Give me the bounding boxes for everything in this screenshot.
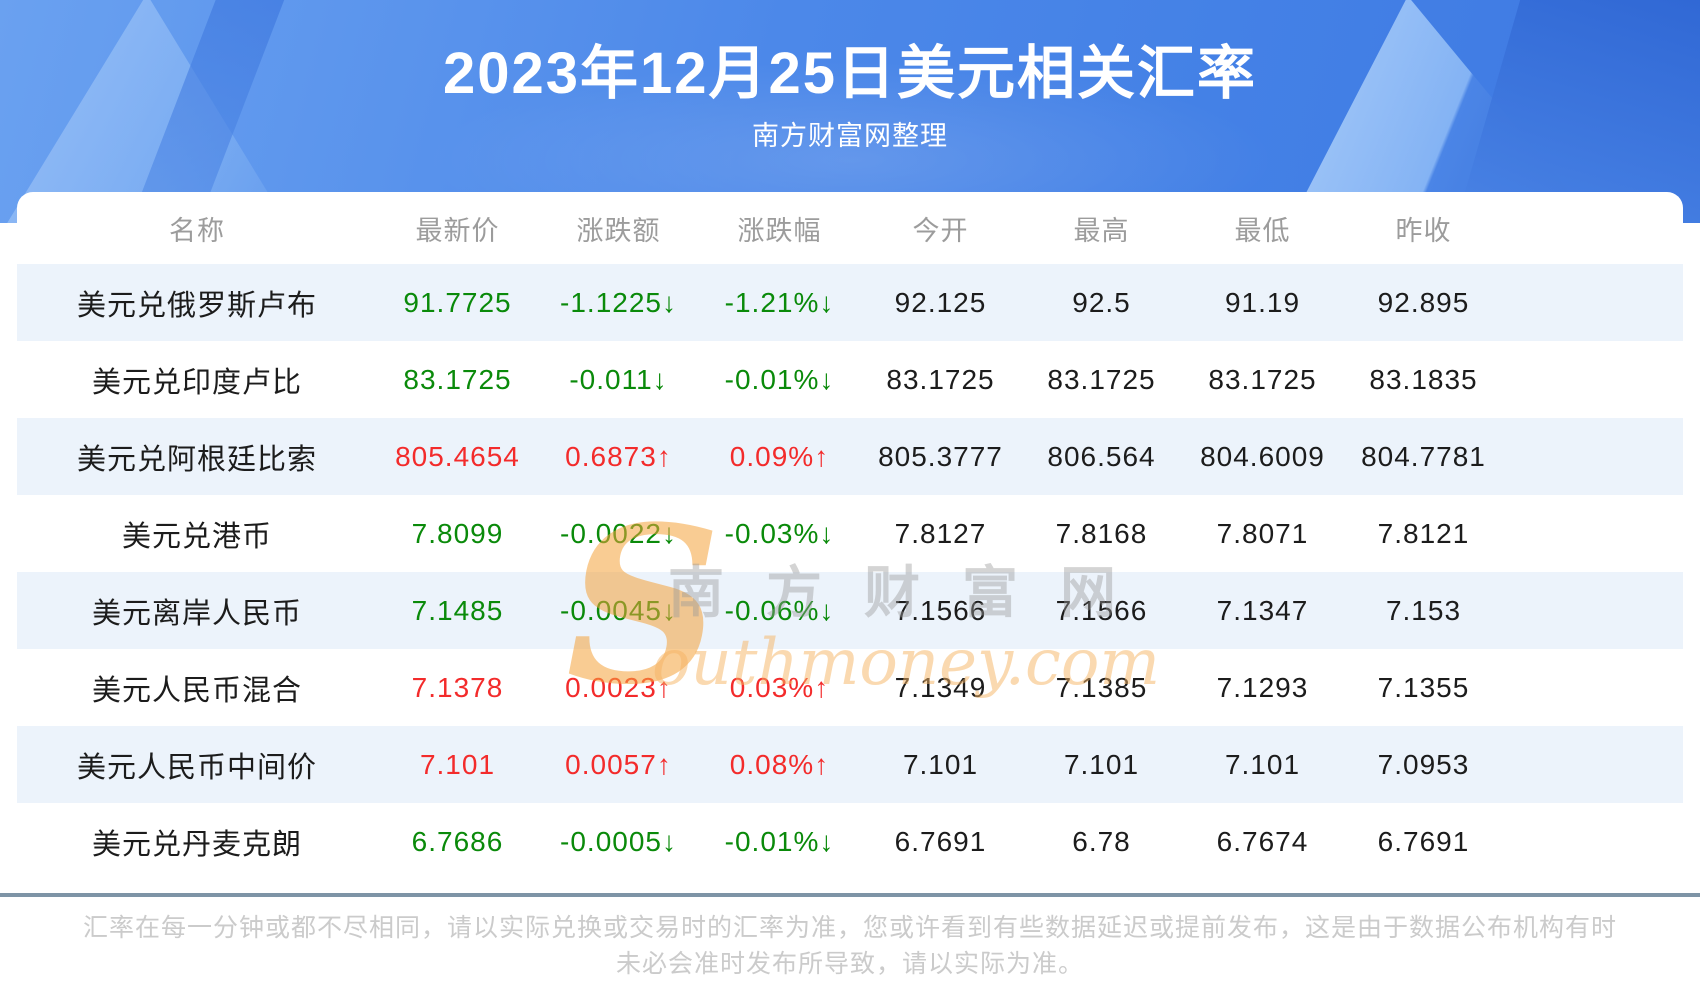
cell-name: 美元人民币中间价 [76, 751, 317, 784]
table-row: 美元兑俄罗斯卢布 91.7725 -1.1225↓ -1.21%↓ 92.125… [17, 264, 1683, 341]
cell-low: 804.6009 [1200, 440, 1325, 472]
cell-change: 0.0057↑ [565, 748, 672, 780]
cell-high: 7.8168 [1055, 517, 1148, 549]
cell-prev-close: 7.1355 [1377, 671, 1470, 703]
cell-high: 7.101 [1063, 748, 1140, 780]
cell-change: 0.0023↑ [565, 671, 672, 703]
table-row: 美元兑阿根廷比索 805.4654 0.6873↑ 0.09%↑ 805.377… [17, 418, 1683, 495]
cell-low: 7.101 [1224, 748, 1301, 780]
cell-name: 美元兑港币 [121, 520, 272, 553]
cell-open: 6.7691 [894, 825, 987, 857]
cell-prev-close: 83.1835 [1369, 363, 1478, 395]
cell-prev-close: 7.0953 [1377, 748, 1470, 780]
cell-name: 美元离岸人民币 [91, 597, 302, 630]
rates-table-card: 名称 最新价 涨跌额 涨跌幅 今开 最高 最低 昨收 美元兑俄罗斯卢布 91.7… [17, 192, 1683, 880]
cell-high: 7.1566 [1055, 594, 1148, 626]
cell-change-pct: -0.03%↓ [724, 517, 835, 549]
col-header-high: 最高 [1073, 215, 1130, 246]
cell-prev-close: 7.8121 [1377, 517, 1470, 549]
cell-latest: 805.4654 [395, 440, 520, 472]
cell-latest: 7.1485 [411, 594, 504, 626]
col-header-low: 最低 [1234, 215, 1291, 246]
cell-change: 0.6873↑ [565, 440, 672, 472]
table-row: 美元人民币混合 7.1378 0.0023↑ 0.03%↑ 7.1349 7.1… [17, 649, 1683, 726]
cell-high: 806.564 [1047, 440, 1156, 472]
cell-change-pct: -0.06%↓ [724, 594, 835, 626]
cell-name: 美元人民币混合 [91, 674, 302, 707]
cell-low: 91.19 [1224, 286, 1301, 318]
cell-low: 7.8071 [1216, 517, 1309, 549]
cell-change-pct: 0.09%↑ [729, 440, 830, 472]
disclaimer-text: 汇率在每一分钟或都不尽相同，请以实际兑换或交易时的汇率为准，您或许看到有些数据延… [82, 914, 1617, 978]
cell-prev-close: 804.7781 [1361, 440, 1486, 472]
cell-change-pct: -1.21%↓ [724, 286, 835, 318]
cell-latest: 7.1378 [411, 671, 504, 703]
table-header-row: 名称 最新价 涨跌额 涨跌幅 今开 最高 最低 昨收 [17, 192, 1683, 264]
cell-prev-close: 92.895 [1377, 286, 1470, 318]
page-title: 2023年12月25日美元相关汇率 [442, 41, 1258, 106]
col-header-change: 涨跌额 [576, 215, 661, 246]
cell-name: 美元兑丹麦克朗 [91, 828, 302, 861]
cell-latest: 83.1725 [403, 363, 512, 395]
col-header-prev-close: 昨收 [1395, 215, 1452, 246]
table-row: 美元人民币中间价 7.101 0.0057↑ 0.08%↑ 7.101 7.10… [17, 726, 1683, 803]
cell-name: 美元兑印度卢比 [91, 366, 302, 399]
table-row: 美元离岸人民币 7.1485 -0.0045↓ -0.06%↓ 7.1566 7… [17, 572, 1683, 649]
cell-change-pct: -0.01%↓ [724, 825, 835, 857]
cell-prev-close: 6.7691 [1377, 825, 1470, 857]
cell-open: 83.1725 [886, 363, 995, 395]
cell-low: 7.1347 [1216, 594, 1309, 626]
cell-high: 92.5 [1072, 286, 1131, 318]
cell-prev-close: 7.153 [1385, 594, 1462, 626]
col-header-open: 今开 [912, 215, 969, 246]
cell-name: 美元兑俄罗斯卢布 [76, 289, 317, 322]
col-header-name: 名称 [169, 215, 225, 246]
cell-open: 7.8127 [894, 517, 987, 549]
cell-change: -0.0022↓ [560, 517, 677, 549]
table-row: 美元兑港币 7.8099 -0.0022↓ -0.03%↓ 7.8127 7.8… [17, 495, 1683, 572]
cell-latest: 7.8099 [411, 517, 504, 549]
footer-divider [0, 893, 1700, 897]
cell-low: 6.7674 [1216, 825, 1309, 857]
cell-high: 6.78 [1072, 825, 1131, 857]
table-row: 美元兑丹麦克朗 6.7686 -0.0005↓ -0.01%↓ 6.7691 6… [17, 803, 1683, 880]
banner: 2023年12月25日美元相关汇率 南方财富网整理 [0, 0, 1700, 223]
cell-latest: 91.7725 [403, 286, 512, 318]
table-row: 美元兑印度卢比 83.1725 -0.011↓ -0.01%↓ 83.1725 … [17, 341, 1683, 418]
cell-change-pct: 0.08%↑ [729, 748, 830, 780]
cell-change: -0.011↓ [569, 363, 668, 395]
cell-open: 92.125 [894, 286, 987, 318]
cell-open: 7.1566 [894, 594, 987, 626]
cell-change-pct: 0.03%↑ [729, 671, 830, 703]
cell-change: -0.0005↓ [560, 825, 677, 857]
cell-high: 7.1385 [1055, 671, 1148, 703]
page-subtitle: 南方财富网整理 [752, 121, 948, 151]
cell-change: -0.0045↓ [560, 594, 677, 626]
cell-change-pct: -0.01%↓ [724, 363, 835, 395]
cell-open: 805.3777 [878, 440, 1003, 472]
cell-latest: 7.101 [419, 748, 496, 780]
cell-change: -1.1225↓ [560, 286, 677, 318]
cell-name: 美元兑阿根廷比索 [76, 443, 317, 476]
cell-open: 7.101 [902, 748, 979, 780]
cell-high: 83.1725 [1047, 363, 1156, 395]
cell-low: 83.1725 [1208, 363, 1317, 395]
col-header-change-pct: 涨跌幅 [737, 215, 822, 246]
cell-low: 7.1293 [1216, 671, 1309, 703]
cell-open: 7.1349 [894, 671, 987, 703]
cell-latest: 6.7686 [411, 825, 504, 857]
col-header-latest: 最新价 [415, 215, 500, 246]
